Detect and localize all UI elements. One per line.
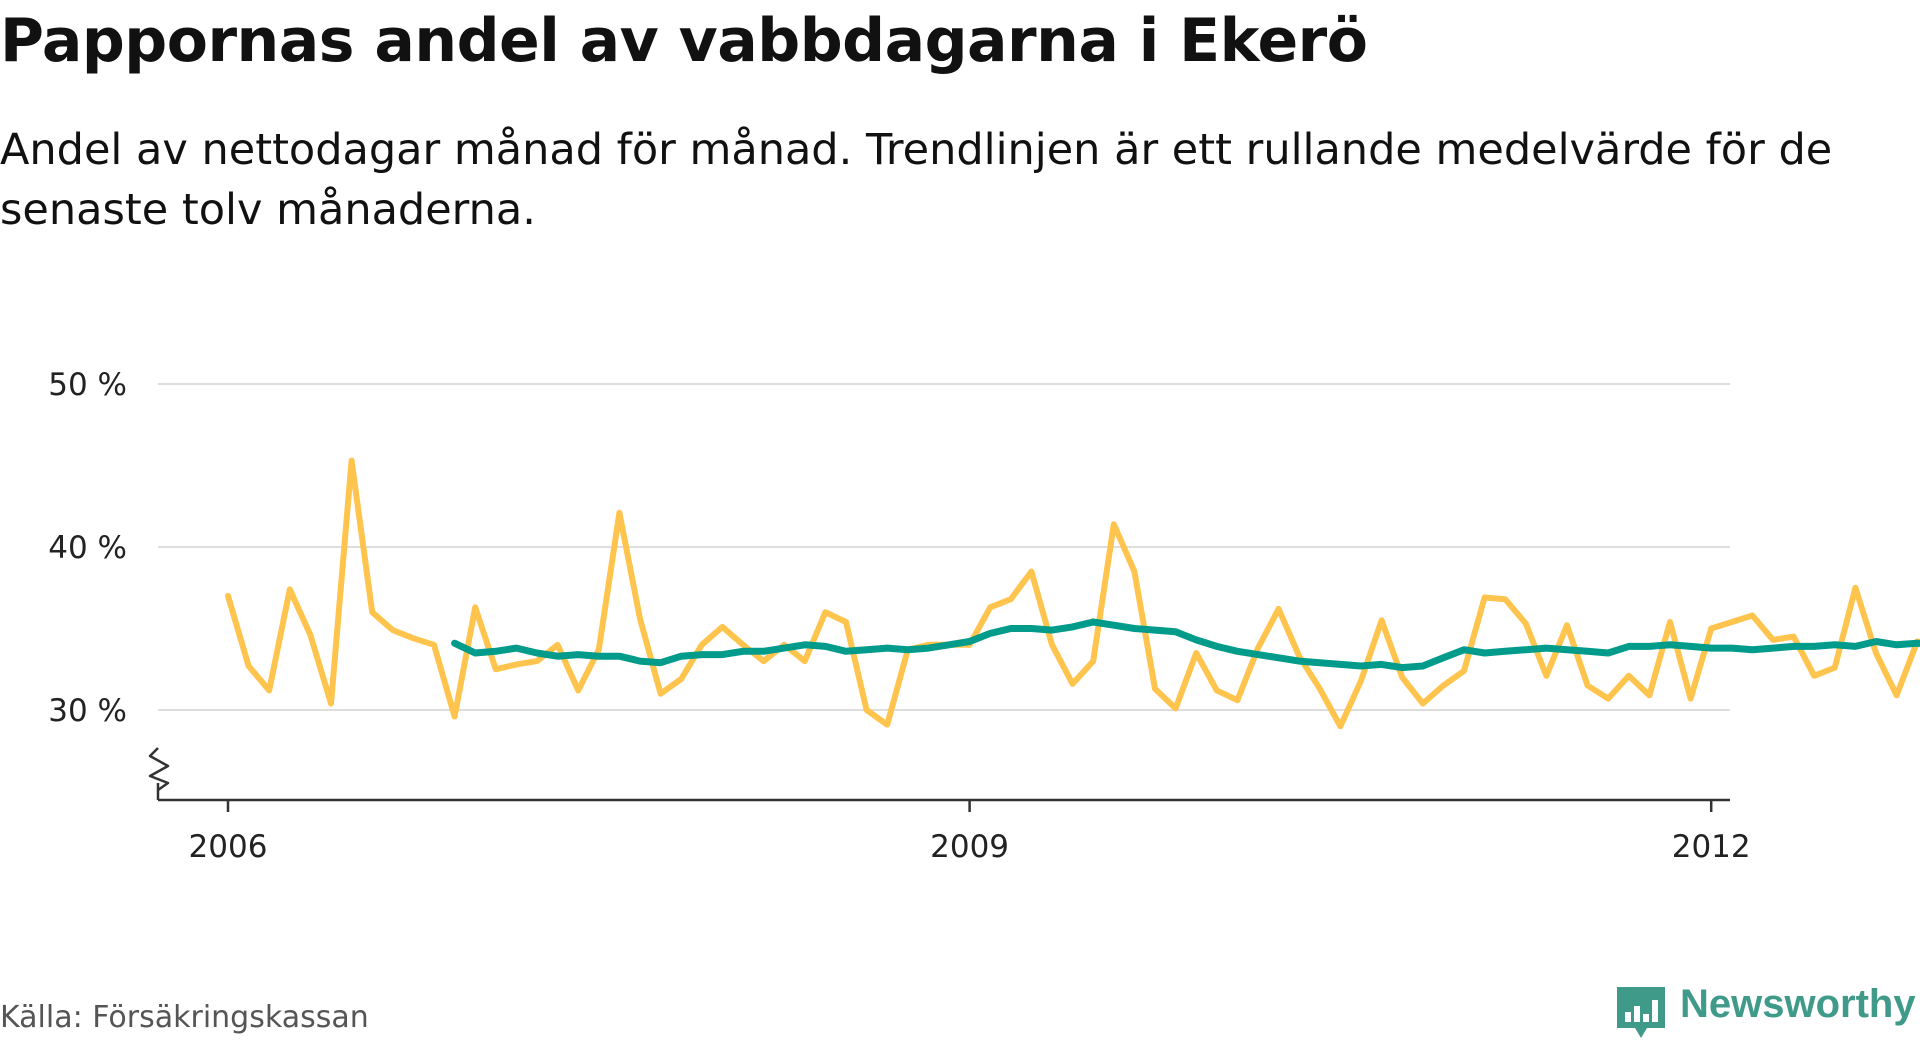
series-line-per-manad	[225, 457, 1920, 730]
brand-name: Newsworthy	[1680, 982, 1916, 1026]
grid-lines	[158, 383, 1730, 711]
series-line-trend	[451, 618, 1920, 672]
brand-logo: Newsworthy	[1614, 978, 1920, 1040]
axis-break-icon	[148, 747, 170, 792]
chart-title: Pappornas andel av vabbdagarna i Ekerö	[0, 6, 1368, 76]
x-tick-label: 2006	[189, 829, 268, 865]
axes	[148, 747, 1730, 802]
y-tick-label: 40 %	[48, 530, 127, 566]
line-chart: 30 %40 %50 % 200620092012201520182021202…	[48, 367, 1920, 865]
source-note: Källa: Försäkringskassan	[0, 1000, 369, 1035]
series	[225, 457, 1920, 730]
y-axis-ticks: 30 % 40 % 50 %	[48, 367, 127, 729]
newsworthy-logo-icon	[1617, 987, 1665, 1038]
y-tick-label: 50 %	[48, 367, 127, 403]
y-tick-label: 30 %	[48, 693, 127, 729]
chart-subtitle: Andel av nettodagar månad för månad. Tre…	[0, 125, 1833, 235]
x-tick-label: 2009	[930, 829, 1009, 865]
x-axis-ticks: 2006200920122015201820212023	[189, 800, 1751, 865]
x-tick-label: 2012	[1672, 829, 1751, 865]
